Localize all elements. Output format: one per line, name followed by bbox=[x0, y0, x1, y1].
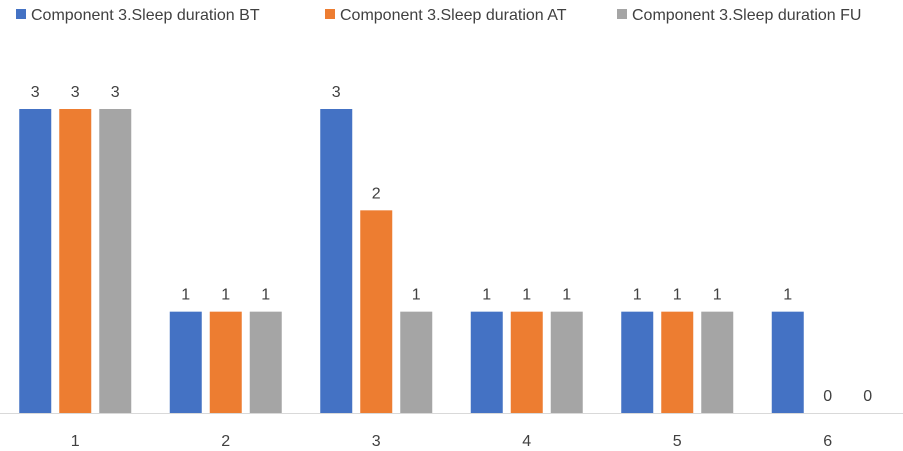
bar bbox=[59, 109, 92, 413]
legend-item: Component 3.Sleep duration FU bbox=[617, 7, 861, 24]
bar bbox=[470, 311, 503, 413]
data-label: 3 bbox=[111, 84, 120, 101]
data-label: 1 bbox=[673, 287, 682, 304]
data-label: 1 bbox=[482, 287, 491, 304]
data-label: 3 bbox=[31, 84, 40, 101]
legend-label: Component 3.Sleep duration AT bbox=[340, 7, 567, 24]
bar bbox=[209, 311, 242, 413]
data-label: 3 bbox=[71, 84, 80, 101]
bar bbox=[249, 311, 282, 413]
bar bbox=[661, 311, 694, 413]
bar bbox=[771, 311, 804, 413]
data-label: 3 bbox=[332, 84, 341, 101]
bar bbox=[400, 311, 433, 413]
data-label: 1 bbox=[522, 287, 531, 304]
legend-swatch bbox=[325, 9, 335, 19]
data-label: 1 bbox=[713, 287, 722, 304]
legend-swatch bbox=[617, 9, 627, 19]
data-label: 1 bbox=[261, 287, 270, 304]
legend-item: Component 3.Sleep duration AT bbox=[325, 7, 567, 24]
legend-swatch bbox=[16, 9, 26, 19]
data-label: 1 bbox=[412, 287, 421, 304]
data-label: 1 bbox=[562, 287, 571, 304]
x-tick-label: 3 bbox=[372, 433, 381, 450]
x-tick-label: 5 bbox=[673, 433, 682, 450]
bar bbox=[621, 311, 654, 413]
bar bbox=[169, 311, 202, 413]
data-label: 1 bbox=[783, 287, 792, 304]
x-tick-label: 4 bbox=[522, 433, 531, 450]
legend-label: Component 3.Sleep duration BT bbox=[31, 7, 260, 24]
bar bbox=[510, 311, 543, 413]
data-labels-group: 3 3 3 1 1 1 3 2 1 1 1 1 1 1 1 1 0 0 bbox=[31, 84, 873, 405]
bar bbox=[701, 311, 734, 413]
data-label: 0 bbox=[823, 388, 832, 405]
bar bbox=[360, 210, 393, 413]
bar bbox=[550, 311, 583, 413]
data-label: 0 bbox=[863, 388, 872, 405]
x-tick-labels-group: 1 2 3 4 5 6 bbox=[71, 433, 833, 450]
data-label: 1 bbox=[633, 287, 642, 304]
bars-group bbox=[19, 109, 804, 413]
data-label: 1 bbox=[221, 287, 230, 304]
legend: Component 3.Sleep duration BT Component 3… bbox=[16, 7, 861, 24]
bar bbox=[99, 109, 132, 413]
x-tick-label: 2 bbox=[221, 433, 230, 450]
data-label: 1 bbox=[181, 287, 190, 304]
x-tick-label: 6 bbox=[823, 433, 832, 450]
data-label: 2 bbox=[372, 185, 381, 202]
bar bbox=[19, 109, 52, 413]
bar bbox=[320, 109, 353, 413]
legend-item: Component 3.Sleep duration BT bbox=[16, 7, 260, 24]
x-tick-label: 1 bbox=[71, 433, 80, 450]
legend-label: Component 3.Sleep duration FU bbox=[632, 7, 861, 24]
